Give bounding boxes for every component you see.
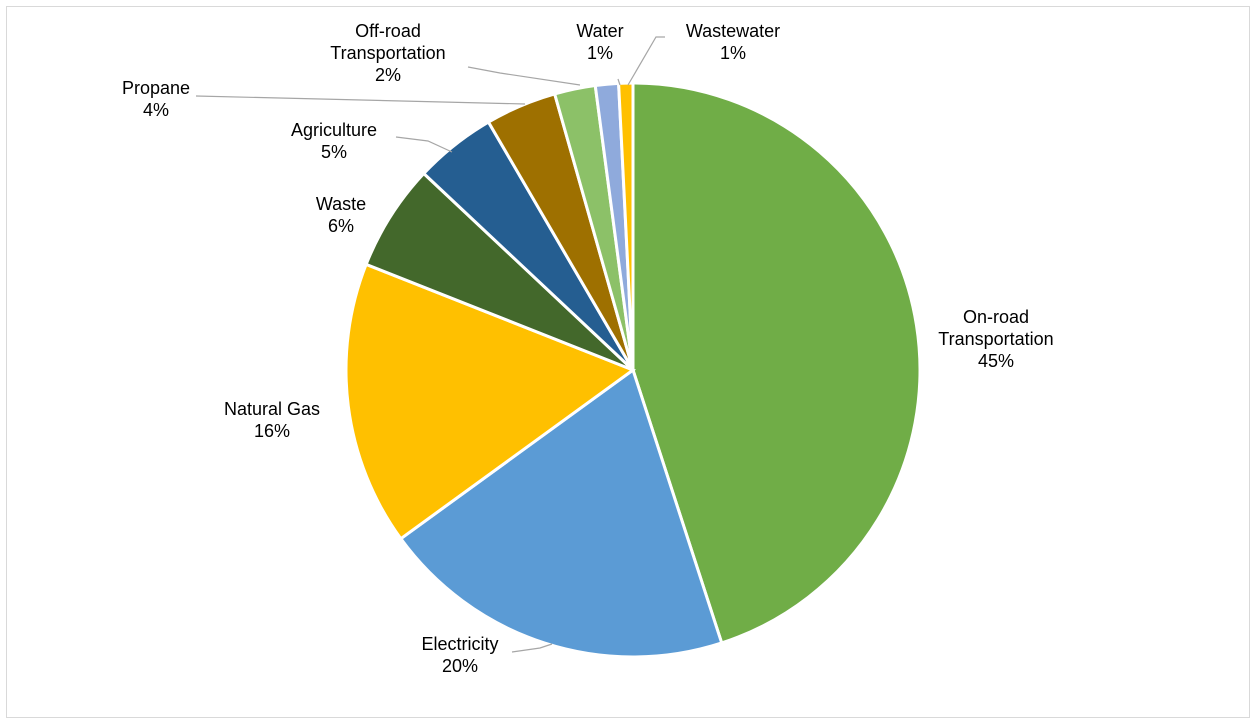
leader-line <box>467 66 581 86</box>
leader-lines <box>195 36 665 653</box>
pie-slice-on-road-transportation <box>631 81 922 645</box>
data-label-category: Transportation <box>330 43 445 63</box>
leader-line <box>195 95 526 105</box>
data-label-value: 1% <box>720 43 746 63</box>
data-label-category: Propane <box>122 78 190 98</box>
data-label: Electricity 20% <box>421 634 498 676</box>
pie-slices <box>344 81 922 659</box>
pie-slice-wastewater <box>617 81 635 371</box>
data-label: On-road Transportation 45% <box>938 307 1053 371</box>
data-label-category: Transportation <box>938 329 1053 349</box>
data-label-category: Water <box>576 21 623 41</box>
leader-line <box>617 78 621 86</box>
data-label-category: Agriculture <box>291 120 377 140</box>
data-label-category: Waste <box>316 194 366 214</box>
data-labels: On-road Transportation 45%Electricity 20%Na… <box>122 21 1054 676</box>
data-label-value: 5% <box>321 142 347 162</box>
data-label-category: On-road <box>963 307 1029 327</box>
data-label: Off-road Transportation 2% <box>330 21 445 85</box>
data-label-value: 2% <box>375 65 401 85</box>
data-label-value: 1% <box>587 43 613 63</box>
data-label-category: Off-road <box>355 21 421 41</box>
data-label: Propane 4% <box>122 78 190 120</box>
data-label: Agriculture 5% <box>291 120 377 162</box>
data-label-value: 16% <box>254 421 290 441</box>
data-label-category: Wastewater <box>686 21 780 41</box>
leader-line <box>511 643 553 653</box>
data-label-value: 4% <box>143 100 169 120</box>
leader-line <box>395 136 453 153</box>
pie-slice-electricity <box>398 367 724 659</box>
pie-slice-natural-gas <box>344 262 637 541</box>
data-label-value: 45% <box>978 351 1014 371</box>
data-label: Water 1% <box>576 21 623 63</box>
leader-line <box>627 36 665 86</box>
data-label-category: Natural Gas <box>224 399 320 419</box>
data-label: Natural Gas 16% <box>224 399 320 441</box>
data-label-category: Electricity <box>421 634 498 654</box>
data-label-value: 20% <box>442 656 478 676</box>
data-label: Waste 6% <box>316 194 366 236</box>
data-label: Wastewater 1% <box>686 21 780 63</box>
data-label-value: 6% <box>328 216 354 236</box>
